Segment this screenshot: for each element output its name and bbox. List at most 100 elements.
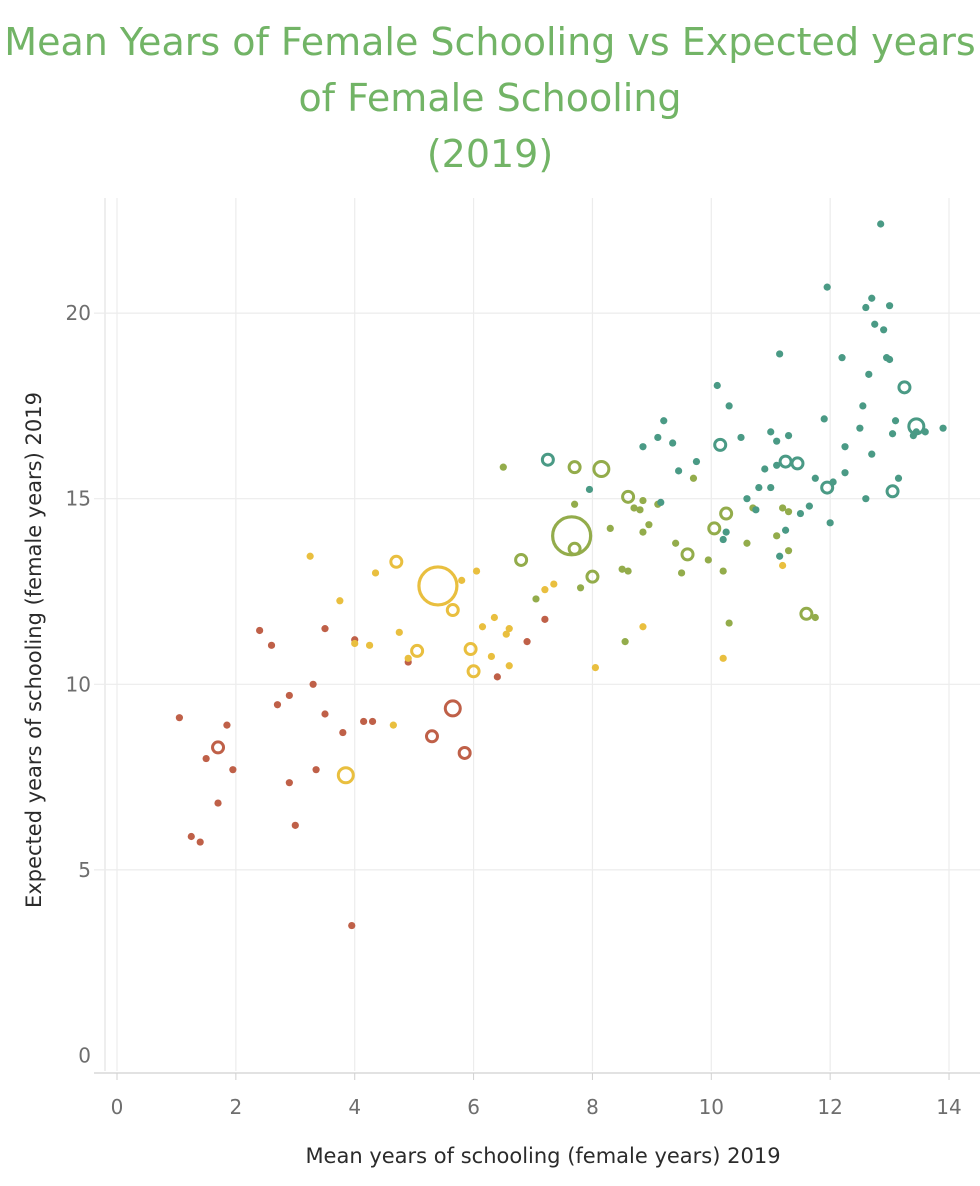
y-axis-ticks: 0 5 10 15 20	[66, 301, 91, 1067]
grid-lines	[94, 198, 980, 1074]
data-point-olive	[779, 504, 787, 512]
chart-title: Mean Years of Female Schooling vs Expect…	[0, 14, 980, 182]
data-point-olive	[576, 584, 585, 592]
data-point-yellow	[395, 628, 403, 636]
data-point-teal	[761, 465, 769, 473]
data-point-teal	[743, 495, 751, 503]
data-point-olive	[636, 506, 644, 514]
data-point-teal	[871, 320, 879, 328]
y-tick-label: 10	[66, 672, 91, 696]
data-point-red	[214, 799, 222, 807]
data-point-teal	[781, 526, 790, 534]
data-point-teal	[862, 303, 870, 312]
data-point-teal	[921, 428, 929, 436]
data-point-teal	[719, 535, 727, 544]
data-point-yellow	[389, 554, 404, 569]
data-point-red	[348, 921, 356, 930]
data-point-olive	[707, 521, 722, 536]
data-point-teal	[868, 294, 876, 302]
data-point-yellow	[487, 652, 496, 661]
data-point-teal	[796, 509, 805, 518]
x-tick-label: 8	[586, 1095, 599, 1119]
data-point-teal	[737, 433, 745, 442]
data-point-teal	[912, 428, 920, 436]
data-point-teal	[826, 519, 834, 527]
data-point-teal	[773, 461, 781, 469]
data-point-teal	[841, 443, 849, 451]
data-point-yellow	[639, 623, 647, 631]
data-point-yellow	[458, 576, 466, 584]
data-point-yellow	[541, 586, 549, 594]
data-point-yellow	[550, 580, 558, 588]
data-point-red	[202, 754, 210, 763]
data-point-olive	[621, 638, 629, 646]
data-point-olive	[551, 515, 593, 557]
data-point-teal	[868, 450, 876, 458]
data-point-teal	[784, 431, 793, 440]
data-point-olive	[567, 541, 582, 556]
data-point-red	[424, 729, 439, 744]
data-point-olive	[784, 508, 793, 516]
data-point-teal	[692, 457, 701, 466]
data-point-red	[360, 717, 368, 726]
data-point-red	[339, 728, 347, 737]
x-tick-label: 2	[229, 1095, 242, 1119]
data-point-yellow	[351, 639, 359, 648]
title-line-2: of Female Schooling	[298, 76, 682, 120]
data-point-olive	[621, 489, 636, 504]
data-point-teal	[585, 485, 594, 494]
data-point-olive	[606, 524, 614, 532]
data-point-red	[523, 638, 531, 646]
data-point-olive	[725, 619, 733, 627]
data-point-olive	[773, 532, 781, 540]
data-point-teal	[713, 381, 721, 390]
data-point-teal	[838, 354, 846, 362]
data-point-olive	[567, 460, 582, 475]
data-point-yellow	[505, 625, 513, 633]
data-point-yellow	[410, 643, 425, 658]
data-point-teal	[790, 456, 805, 471]
data-point-yellow	[505, 662, 513, 670]
data-point-red	[309, 680, 317, 688]
data-point-yellow	[404, 654, 412, 662]
data-point-teal	[654, 433, 662, 442]
data-point-olive	[672, 539, 680, 547]
data-point-olive	[630, 504, 638, 512]
data-point-olive	[719, 506, 734, 521]
data-point-teal	[540, 452, 555, 467]
data-point-teal	[722, 528, 730, 536]
data-point-yellow	[365, 641, 374, 649]
data-point-olive	[514, 552, 529, 567]
data-point-red	[321, 625, 329, 633]
data-point-yellow	[490, 613, 498, 622]
data-point-yellow	[371, 569, 380, 577]
x-tick-label: 14	[936, 1095, 961, 1119]
data-point-red	[443, 699, 462, 718]
data-point-teal	[862, 495, 870, 503]
data-point-teal	[773, 437, 781, 445]
data-point-olive	[618, 565, 626, 573]
data-point-red	[187, 832, 195, 841]
data-point-olive	[799, 606, 814, 621]
data-point-red	[273, 701, 282, 709]
data-point-olive	[689, 474, 698, 482]
x-axis-ticks: 0 2 4 6 8 10 12 14	[111, 1073, 962, 1119]
data-point-teal	[767, 483, 775, 492]
data-point-olive	[639, 528, 647, 536]
data-point-red	[223, 721, 231, 729]
data-point-yellow	[306, 552, 314, 560]
x-tick-label: 6	[467, 1095, 480, 1119]
data-point-red	[291, 821, 299, 829]
data-point-teal	[755, 483, 763, 492]
data-point-red	[256, 626, 264, 635]
data-point-olive	[719, 567, 727, 575]
data-point-teal	[885, 484, 900, 499]
title-line-1: Mean Years of Female Schooling vs Expect…	[4, 20, 976, 64]
data-point-teal	[823, 283, 831, 291]
data-point-teal	[877, 220, 885, 228]
data-point-olive	[704, 556, 712, 564]
data-point-red	[368, 717, 377, 726]
data-point-olive	[639, 496, 647, 505]
data-point-yellow	[502, 630, 510, 638]
y-tick-label: 0	[78, 1044, 91, 1068]
